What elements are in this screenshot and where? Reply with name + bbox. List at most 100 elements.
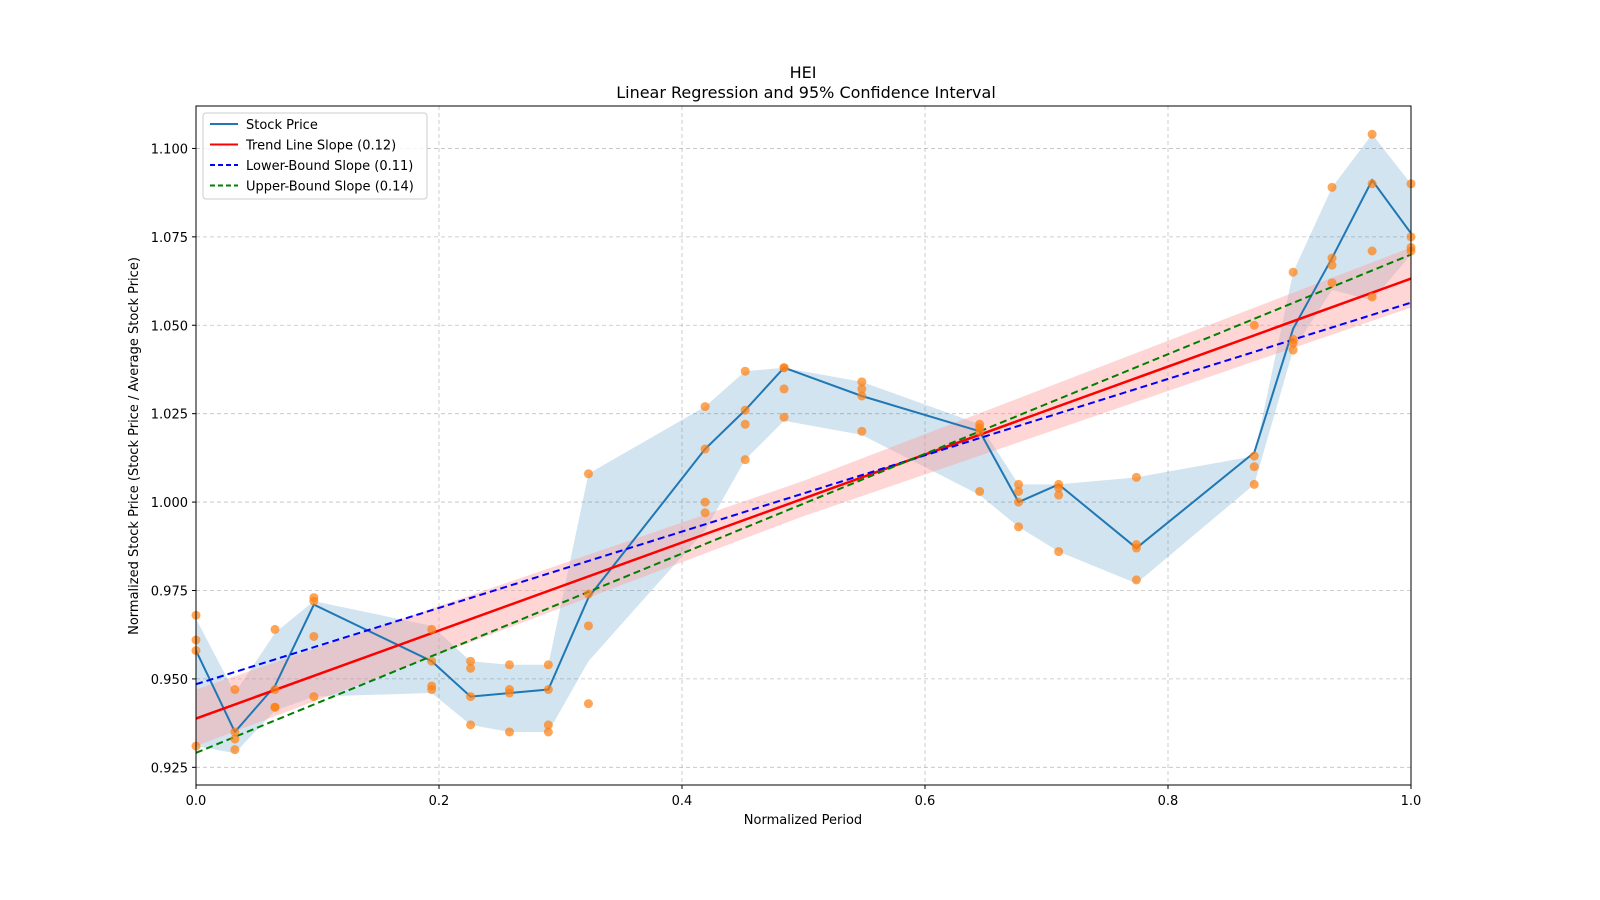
scatter-point <box>583 469 593 479</box>
y-tick-label: 1.050 <box>151 319 188 334</box>
scatter-point <box>583 621 593 631</box>
scatter-point <box>230 727 240 737</box>
scatter-point <box>740 405 750 415</box>
scatter-point <box>583 699 593 709</box>
scatter-point <box>309 692 319 702</box>
scatter-point <box>857 384 867 394</box>
legend-label: Lower-Bound Slope (0.11) <box>246 159 413 174</box>
scatter-point <box>466 663 476 673</box>
chart-subtitle: Linear Regression and 95% Confidence Int… <box>616 83 996 102</box>
upper-bound-line <box>195 253 1412 754</box>
scatter-point <box>1131 543 1141 553</box>
scatter-point <box>466 720 476 730</box>
lower-bound-line <box>195 301 1412 686</box>
scatter-point <box>309 596 319 606</box>
legend-box <box>202 112 428 200</box>
x-tick-label: 0.6 <box>915 794 936 809</box>
scatter-point <box>543 685 553 695</box>
x-tick-label: 0.4 <box>672 794 693 809</box>
scatter-point <box>427 656 437 666</box>
x-tick-label: 0.2 <box>429 794 450 809</box>
scatter-point <box>1288 338 1298 348</box>
scatter-point <box>779 384 789 394</box>
scatter-point <box>779 363 789 373</box>
legend-label: Trend Line Slope (0.12) <box>245 139 396 154</box>
scatter-point <box>857 426 867 436</box>
y-axis: 0.925 0.950 0.975 1.000 1.025 1.050 1.075 1.100 <box>151 142 196 776</box>
scatter-point <box>543 720 553 730</box>
y-tick-label: 0.925 <box>151 761 188 776</box>
scatter-point <box>583 589 593 599</box>
y-tick-label: 1.075 <box>151 231 188 246</box>
scatter-point <box>309 631 319 641</box>
scatter-point <box>975 486 985 496</box>
x-tick-label: 0.0 <box>186 794 207 809</box>
scatter-point <box>1249 479 1259 489</box>
scatter-point <box>975 426 985 436</box>
scatter-point <box>1288 267 1298 277</box>
y-tick-label: 1.100 <box>151 142 188 157</box>
scatter-point <box>270 685 280 695</box>
scatter-point <box>427 685 437 695</box>
scatter-point <box>1054 490 1064 500</box>
scatter-point <box>1367 246 1377 256</box>
scatter-point <box>1014 479 1024 489</box>
scatter-point <box>1327 260 1337 270</box>
scatter-point <box>427 624 437 634</box>
scatter-point <box>504 688 514 698</box>
plot-frame <box>195 105 1412 786</box>
lines <box>195 178 1412 754</box>
scatter-point <box>466 656 476 666</box>
scatter-point <box>1249 451 1259 461</box>
scatter-point <box>1054 547 1064 557</box>
stock-price-line <box>195 178 1412 734</box>
chart-title: HEI <box>790 63 817 82</box>
scatter-point <box>1367 292 1377 302</box>
x-tick-label: 1.0 <box>1401 794 1422 809</box>
scatter-point <box>504 660 514 670</box>
scatter-point <box>1367 179 1377 189</box>
legend-label: Stock Price <box>246 118 318 133</box>
scatter-point <box>1054 483 1064 493</box>
scatter-point <box>1131 575 1141 585</box>
scatter-point <box>1288 345 1298 355</box>
scatter-point <box>857 391 867 401</box>
scatter-point <box>1327 253 1337 263</box>
bands <box>196 134 1411 754</box>
scatter-point <box>1014 497 1024 507</box>
scatter-point <box>230 685 240 695</box>
x-axis-label: Normalized Period <box>744 813 862 828</box>
scatter-point <box>270 624 280 634</box>
scatter-point <box>1327 278 1337 288</box>
y-tick-label: 0.975 <box>151 584 188 599</box>
scatter-point <box>1014 522 1024 532</box>
scatter-point <box>270 702 280 712</box>
x-axis: 0.0 0.2 0.4 0.6 0.8 1.0 <box>186 785 1422 809</box>
legend: Stock Price Trend Line Slope (0.12) Lower-… <box>202 112 428 200</box>
scatter-point <box>740 455 750 465</box>
scatter-point <box>504 727 514 737</box>
scatter-point <box>466 692 476 702</box>
scatter-point <box>1014 486 1024 496</box>
scatter-point <box>1327 182 1337 192</box>
scatter-point <box>700 444 710 454</box>
scatter-point <box>543 660 553 670</box>
scatter-point <box>779 412 789 422</box>
scatter-point <box>700 402 710 412</box>
y-tick-label: 1.000 <box>151 496 188 511</box>
scatter-point <box>1249 320 1259 330</box>
trend-confidence-band <box>196 247 1411 747</box>
scatter-point <box>740 419 750 429</box>
scatter-point <box>230 734 240 744</box>
scatter-point <box>230 745 240 755</box>
stock-price-confidence-band <box>196 134 1411 754</box>
scatter-point <box>700 497 710 507</box>
scatter-point <box>1367 129 1377 139</box>
trend-line <box>195 277 1412 720</box>
y-tick-label: 0.950 <box>151 673 188 688</box>
scatter-point <box>700 508 710 518</box>
scatter-point <box>543 727 553 737</box>
scatter-point <box>1249 462 1259 472</box>
scatter-point <box>740 366 750 376</box>
